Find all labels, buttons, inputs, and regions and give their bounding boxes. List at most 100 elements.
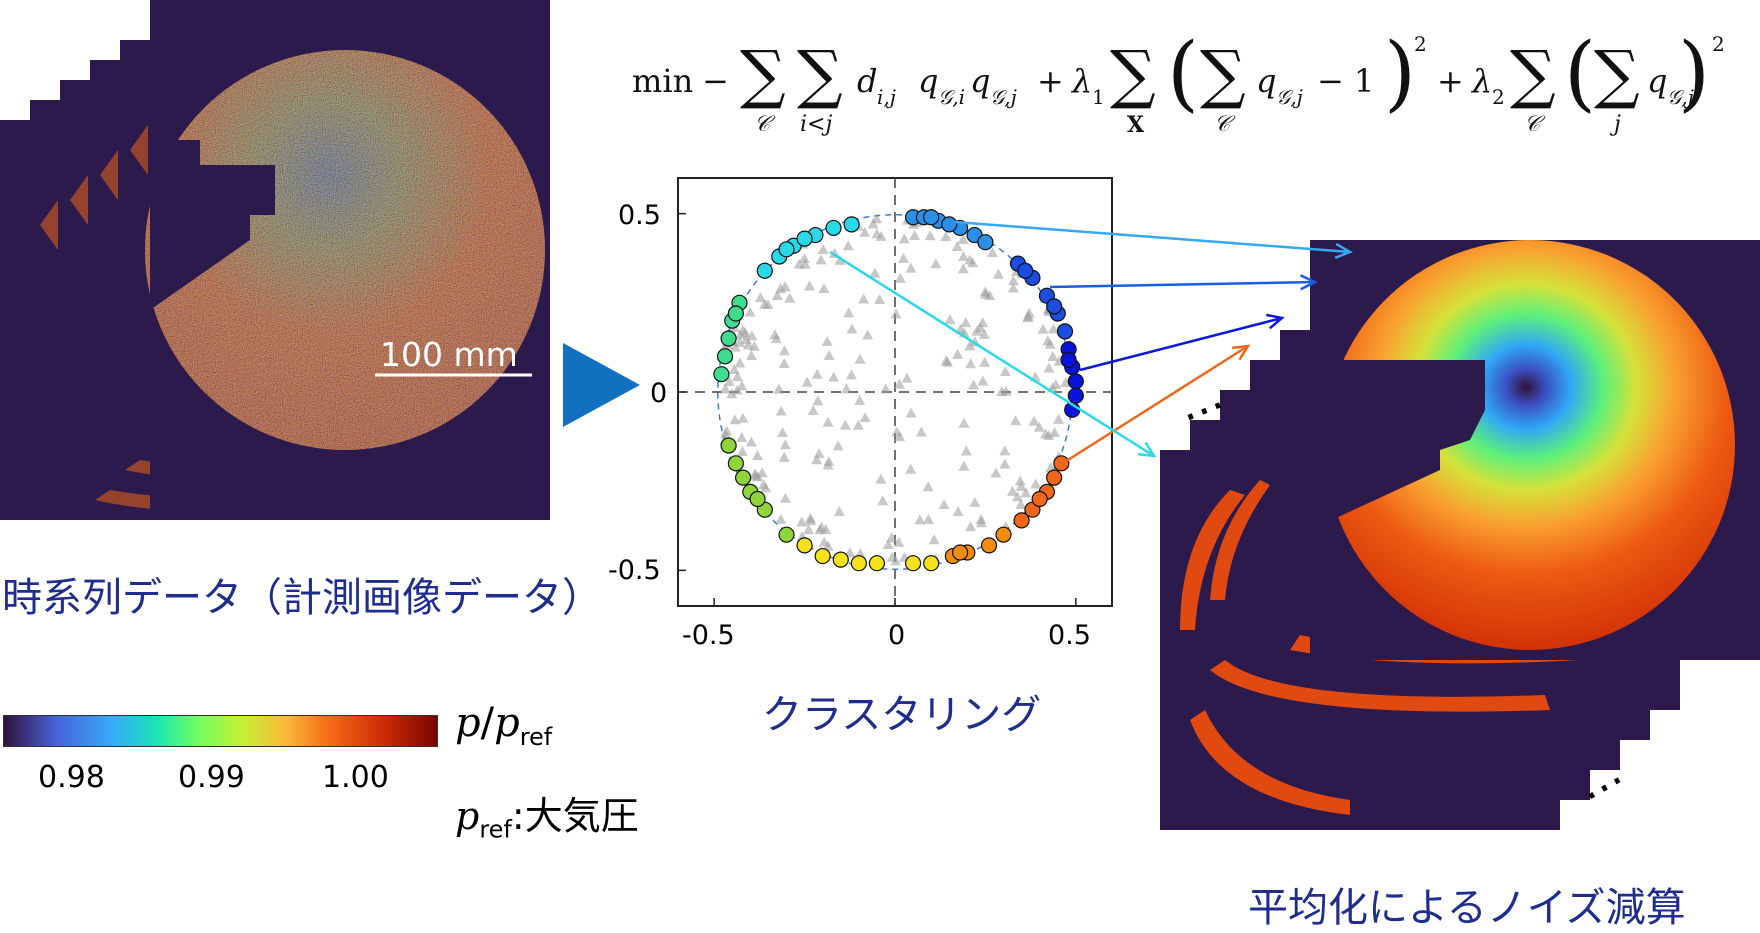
grey-triangle-point — [871, 228, 883, 239]
grey-triangle-point — [805, 515, 817, 526]
clustering-caption: クラスタリング — [762, 692, 1042, 738]
colorbar — [3, 715, 438, 747]
pref-definition-p: p — [455, 794, 480, 838]
colorbar-tick-099: 0.99 — [178, 760, 245, 795]
grey-triangle-point — [731, 371, 743, 382]
cluster-point — [904, 555, 922, 572]
cluster-point — [941, 216, 958, 233]
cluster-point — [1053, 455, 1070, 472]
grey-triangle-point — [748, 340, 760, 351]
grey-triangle-point — [784, 292, 796, 303]
formula-minus-one: − 1 — [1317, 62, 1375, 100]
grey-triangle-point — [922, 481, 934, 492]
grey-triangle-point — [729, 341, 741, 352]
grey-triangle-point — [1015, 498, 1027, 509]
cluster-point — [1017, 262, 1034, 279]
grey-triangle-point — [777, 427, 789, 438]
cluster-point — [796, 537, 813, 554]
formula-min: min — [632, 62, 694, 100]
formula-plus2: + — [1437, 62, 1464, 100]
grey-triangle-point — [796, 516, 808, 527]
grey-triangle-point — [736, 446, 748, 457]
grey-triangle-point — [909, 230, 921, 241]
formula-minus: − — [702, 62, 729, 100]
grey-triangle-point — [719, 341, 731, 352]
grey-triangle-point — [807, 405, 819, 416]
formula-sum-c3: ∑ — [1510, 38, 1556, 112]
cluster-point — [868, 555, 886, 572]
grey-triangle-point — [804, 280, 816, 291]
formula-sub-ij: i<j — [800, 112, 833, 137]
grey-triangle-point — [729, 414, 741, 425]
grey-triangle-point — [1014, 475, 1026, 486]
formula-q4-sub: 𝒢,j — [1667, 85, 1694, 109]
grey-triangle-point — [775, 514, 787, 525]
grey-triangle-point — [969, 496, 981, 507]
formula-plus1: + — [1037, 62, 1064, 100]
cluster-point — [923, 555, 940, 572]
grey-triangle-point — [778, 345, 790, 356]
grey-triangle-point — [759, 298, 771, 309]
colorbar-tick-098: 0.98 — [38, 760, 105, 795]
cluster-point — [952, 544, 969, 561]
grey-triangle-point — [833, 505, 845, 516]
grey-triangle-point — [952, 506, 964, 517]
cluster-point — [720, 437, 737, 454]
grey-triangle-point — [801, 376, 813, 387]
cluster-point — [843, 216, 860, 233]
formula-sub-c2: 𝒞 — [1214, 112, 1231, 137]
cluster-point — [720, 330, 737, 347]
cluster-point — [1064, 401, 1081, 418]
grey-triangle-point — [1011, 491, 1023, 502]
input-data-caption: 時系列データ（計測画像データ） — [2, 575, 602, 621]
formula-paren-open2: ( — [1564, 26, 1596, 121]
grey-triangle-point — [871, 213, 883, 224]
formula-sub-c1: 𝒞 — [754, 112, 771, 137]
cluster-point — [980, 537, 998, 554]
formula-d: d — [857, 62, 878, 100]
grey-triangle-point — [958, 460, 970, 471]
grey-triangle-point — [940, 230, 952, 241]
formula-paren-close2-visible: ) — [1678, 26, 1710, 121]
grey-triangle-point — [815, 254, 827, 265]
grey-triangle-point — [745, 350, 757, 361]
grey-triangle-point — [975, 517, 987, 528]
grey-triangle-point — [928, 534, 940, 545]
formula-q1: q — [918, 62, 939, 100]
cluster-scatter-plot — [677, 177, 1113, 607]
grey-triangle-point — [842, 240, 854, 251]
formula-paren-open1: ( — [1167, 26, 1199, 121]
grey-triangle-point — [820, 524, 832, 535]
grey-triangle-point — [756, 467, 768, 478]
grey-triangle-point — [728, 363, 740, 374]
grey-triangle-point — [744, 306, 756, 317]
grey-triangle-point — [877, 495, 889, 506]
grey-triangle-point — [1015, 480, 1027, 491]
formula-lambda1: λ — [1072, 62, 1093, 100]
cluster-point — [1060, 351, 1077, 368]
colorbar-label-pref: p — [494, 700, 520, 746]
cluster-point — [1013, 512, 1030, 529]
y-tick-neg0.5: -0.5 — [608, 555, 661, 586]
formula-q3-sub: 𝒢,j — [1276, 85, 1303, 109]
cluster-point — [1031, 490, 1048, 508]
grey-triangle-point — [914, 514, 926, 525]
cluster-point — [1056, 323, 1074, 340]
grey-triangle-point — [778, 358, 790, 369]
grey-triangle-point — [734, 357, 746, 368]
formula-sub-x: X — [1127, 112, 1145, 138]
formula-sum-x: ∑ — [1110, 38, 1156, 112]
grey-triangle-point — [999, 458, 1011, 469]
formula-lambda1-sub: 1 — [1092, 85, 1105, 109]
cluster-point — [832, 551, 849, 568]
grey-triangle-point — [803, 524, 815, 535]
formula-q4: q — [1647, 62, 1668, 100]
grey-triangle-point — [771, 290, 783, 301]
formula-square2: 2 — [1712, 32, 1725, 56]
objective-formula: min − ∑ 𝒞 ∑ i<j d i,j q 𝒢,i q 𝒢,j + λ 1 … — [632, 26, 1712, 150]
cluster-point — [735, 469, 752, 486]
formula-square1: 2 — [1414, 32, 1427, 56]
formula-d-sub: i,j — [877, 85, 896, 109]
colorbar-label: p/pref — [455, 700, 552, 751]
grey-triangle-point — [779, 439, 791, 450]
